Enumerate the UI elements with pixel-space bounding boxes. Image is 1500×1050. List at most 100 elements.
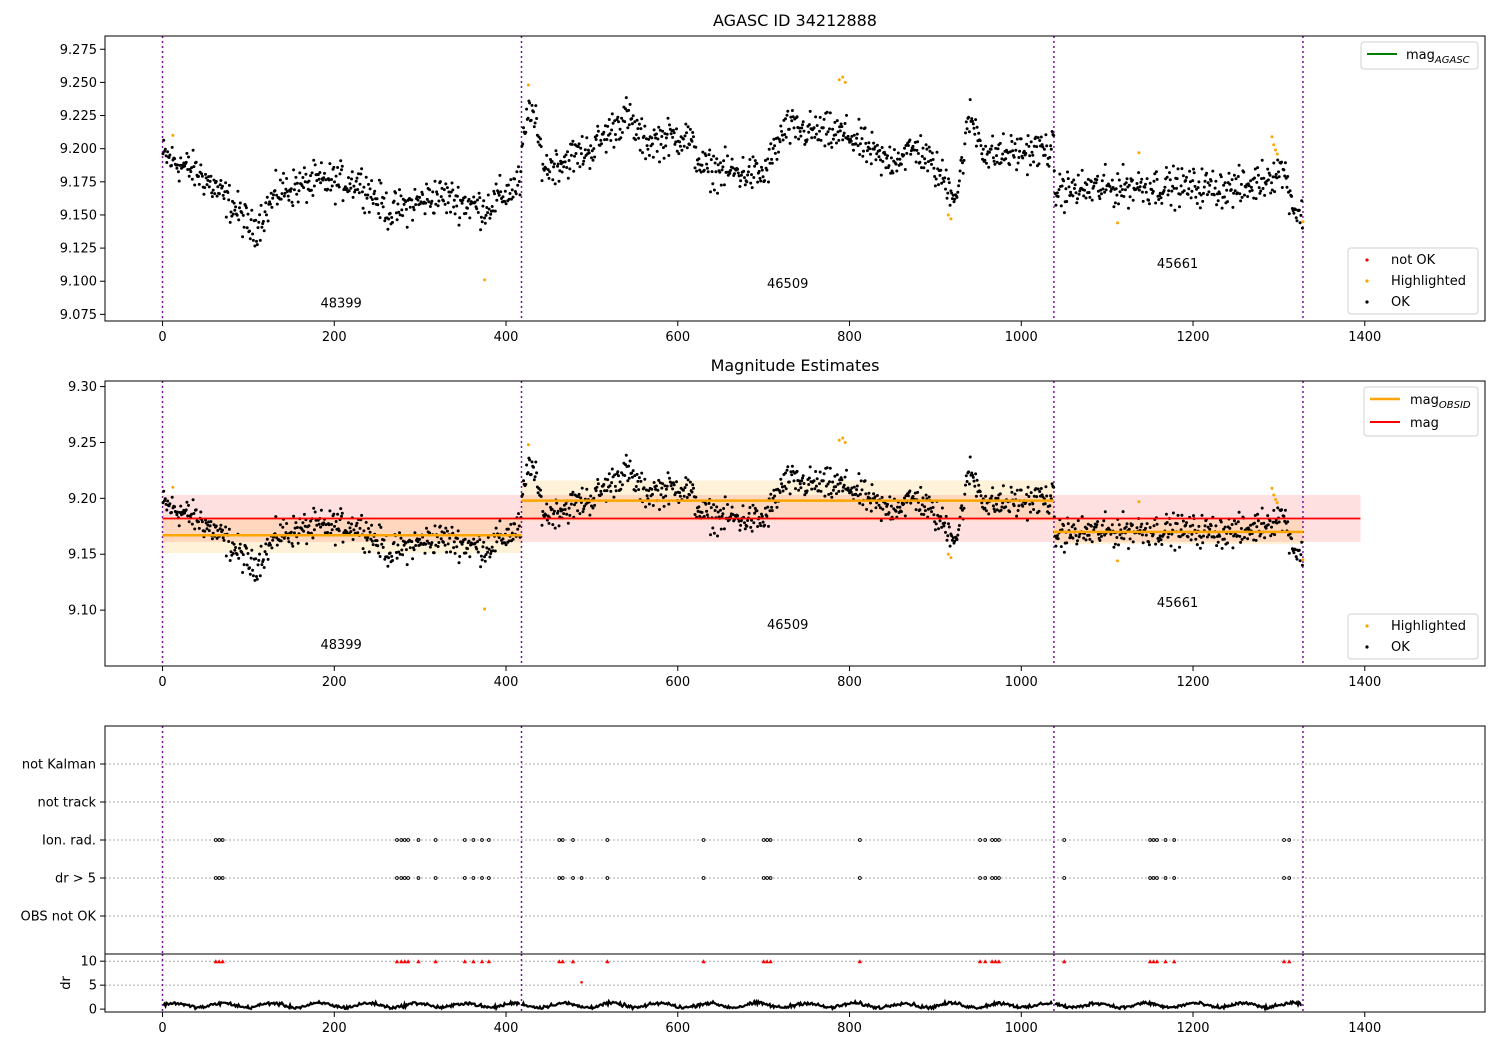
ok-point [1277, 520, 1281, 524]
ok-point [1270, 181, 1273, 185]
highlighted-point [837, 438, 841, 442]
ok-point [716, 163, 720, 167]
ok-point [1260, 506, 1264, 510]
ok-point [979, 494, 983, 498]
ok-point [412, 208, 416, 212]
ok-point [256, 563, 260, 567]
ok-point [241, 213, 245, 217]
ok-point [996, 496, 1000, 500]
ok-point [1117, 523, 1121, 527]
ok-point [453, 551, 457, 555]
panel-agasc-x-tick-label: 1400 [1348, 330, 1381, 345]
ok-point [263, 550, 267, 554]
ok-point [318, 171, 322, 174]
ok-point [547, 176, 551, 180]
ok-point [908, 138, 912, 142]
ok-point [1264, 182, 1268, 186]
ok-point [340, 168, 343, 172]
ok-point [738, 528, 742, 532]
ok-point [1260, 177, 1263, 181]
ok-point [580, 486, 584, 490]
ok-point [639, 479, 643, 483]
ok-point [911, 144, 915, 148]
ok-point [549, 158, 552, 161]
ok-point [872, 492, 876, 496]
ok-point [1118, 190, 1122, 194]
ok-point [255, 239, 258, 243]
ok-point [339, 159, 343, 163]
ok-point [1082, 194, 1086, 198]
ok-point [362, 185, 366, 189]
ok-point [555, 501, 559, 505]
ok-point [518, 193, 522, 197]
ok-point [1021, 156, 1025, 160]
ok-point [562, 165, 566, 169]
ok-point [825, 466, 829, 470]
highlighted-point [1137, 151, 1141, 155]
ok-point [697, 505, 701, 509]
ok-point [375, 197, 379, 201]
ok-point [655, 149, 659, 153]
ok-point [678, 491, 682, 495]
dr-clipped-marker [761, 959, 766, 964]
ok-point [1205, 193, 1209, 197]
panel-magnitude-obsid-label: 48399 [320, 638, 361, 653]
ok-point [1277, 170, 1280, 174]
ok-point [397, 210, 401, 214]
ok-point [511, 537, 515, 541]
ok-point [1076, 173, 1080, 177]
ok-point [1299, 213, 1303, 217]
ok-point [497, 536, 501, 540]
ok-point [491, 209, 495, 213]
ok-point [326, 187, 330, 191]
ok-point [999, 161, 1003, 165]
ok-point [263, 210, 267, 214]
ok-point [1026, 485, 1030, 489]
flag-marker [571, 876, 575, 880]
ok-point [956, 190, 960, 194]
ok-point [419, 541, 423, 545]
ok-point [294, 175, 298, 179]
ok-point [790, 119, 794, 123]
ok-point [1077, 192, 1081, 196]
ok-point [889, 171, 893, 175]
ok-point [661, 496, 665, 499]
dr-trace [162, 999, 521, 1012]
ok-point [517, 165, 520, 169]
ok-point [1159, 196, 1163, 200]
ok-point [746, 519, 750, 522]
ok-point [1010, 140, 1014, 143]
ok-point [480, 558, 484, 562]
ok-point [1223, 181, 1227, 185]
flag-marker [433, 876, 438, 880]
ok-point [647, 153, 651, 157]
ok-point [987, 165, 991, 169]
ok-point [493, 192, 496, 196]
ok-point [865, 507, 869, 511]
ok-point [1055, 191, 1059, 195]
ok-point [791, 115, 795, 119]
ok-point [987, 512, 991, 516]
ok-point [347, 176, 350, 180]
ok-point [333, 524, 336, 528]
ok-point [840, 125, 844, 129]
ok-point [957, 524, 961, 527]
ok-point [1031, 502, 1035, 506]
ok-point [785, 468, 789, 472]
ok-point [711, 526, 715, 530]
ok-point [792, 126, 796, 130]
ok-point [1001, 501, 1005, 505]
ok-point [569, 153, 573, 157]
ok-point [784, 471, 787, 475]
ok-point [387, 556, 391, 560]
ok-point [948, 203, 952, 207]
panel-agasc-frame [104, 35, 1486, 322]
ok-point [1272, 508, 1276, 512]
ok-point [989, 147, 993, 151]
ok-point [425, 182, 428, 186]
ok-point [221, 184, 224, 188]
dr-clipped-marker [220, 959, 225, 964]
ok-point [888, 145, 892, 149]
ok-point [194, 160, 198, 164]
ok-point [831, 137, 835, 141]
